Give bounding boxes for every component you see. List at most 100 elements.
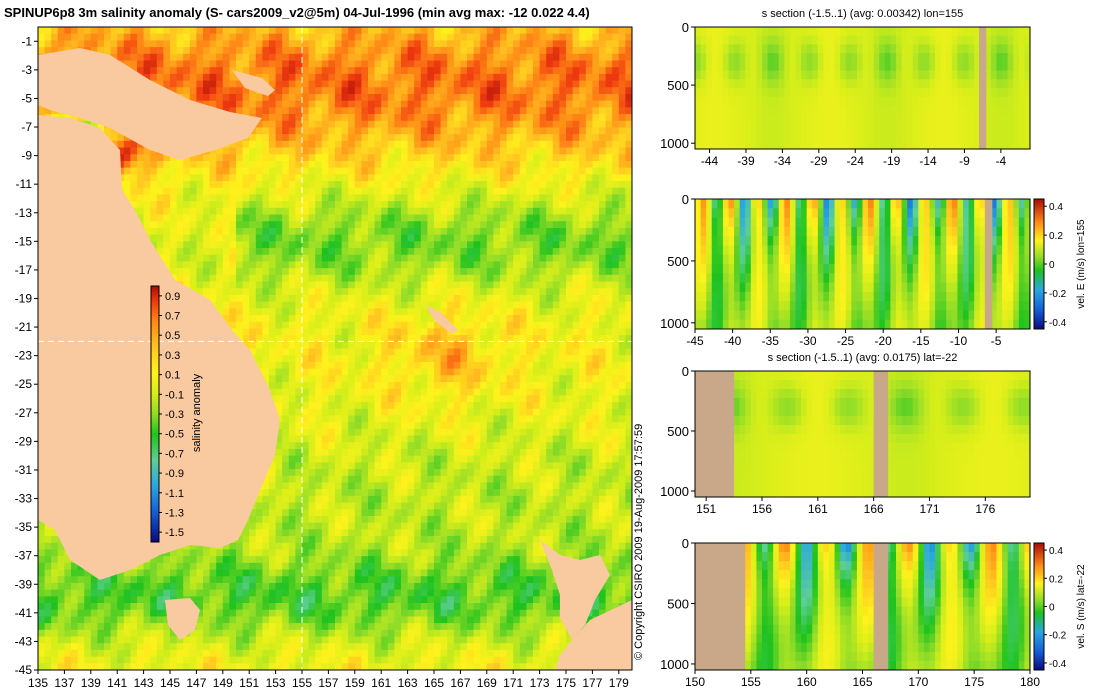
- field-cell: [282, 67, 290, 75]
- field-cell: [216, 100, 224, 108]
- field-cell: [394, 335, 402, 343]
- field-cell: [552, 167, 560, 175]
- field-cell: [321, 201, 329, 209]
- field-cell: [500, 381, 507, 390]
- field-cell: [183, 281, 191, 289]
- field-cell: [592, 375, 600, 383]
- field-cell: [480, 274, 488, 282]
- field-cell: [401, 100, 408, 108]
- field-cell: [288, 375, 296, 383]
- field-cell: [526, 254, 534, 262]
- field-cell: [315, 388, 323, 396]
- field-cell: [203, 194, 210, 202]
- field-cell: [579, 388, 587, 396]
- field-cell: [341, 181, 349, 189]
- field-cell: [216, 187, 224, 195]
- field-cell: [368, 100, 375, 108]
- field-cell: [156, 53, 164, 61]
- field-cell: [546, 214, 554, 222]
- field-cell: [473, 80, 481, 88]
- field-cell: [618, 174, 626, 182]
- field-cell: [249, 308, 257, 316]
- field-cell: [269, 127, 276, 135]
- field-cell: [493, 47, 501, 55]
- field-cell: [387, 227, 395, 236]
- field-cell: [585, 281, 593, 289]
- field-cell: [539, 254, 547, 262]
- field-cell: [625, 355, 633, 363]
- field-cell: [513, 27, 521, 35]
- field-cell: [453, 67, 461, 75]
- field-cell: [335, 60, 342, 68]
- field-cell: [592, 328, 600, 336]
- field-cell: [368, 73, 375, 81]
- field-cell: [249, 268, 257, 276]
- field-cell: [427, 361, 435, 369]
- field-cell: [473, 234, 481, 242]
- field-cell: [414, 87, 422, 95]
- field-cell: [335, 93, 342, 102]
- field-cell: [275, 207, 283, 215]
- field-cell: [269, 381, 276, 390]
- field-cell: [480, 187, 488, 195]
- field-cell: [605, 134, 613, 142]
- field-cell: [605, 187, 613, 195]
- field-cell: [302, 114, 309, 122]
- field-cell: [242, 274, 250, 282]
- field-cell: [275, 120, 283, 128]
- field-cell: [401, 93, 408, 102]
- field-cell: [222, 254, 230, 262]
- field-cell: [381, 254, 389, 262]
- field-cell: [275, 341, 283, 349]
- field-cell: [335, 114, 342, 122]
- field-cell: [255, 60, 263, 68]
- field-cell: [348, 33, 356, 41]
- field-cell: [447, 53, 455, 61]
- field-cell: [493, 221, 501, 229]
- field-cell: [453, 40, 461, 48]
- field-cell: [222, 301, 230, 309]
- field-cell: [420, 341, 428, 349]
- field-cell: [480, 301, 488, 309]
- field-cell: [420, 294, 428, 303]
- field-cell: [592, 27, 600, 35]
- field-cell: [552, 100, 560, 108]
- field-cell: [513, 120, 521, 128]
- field-cell: [585, 127, 593, 135]
- field-cell: [156, 27, 164, 35]
- field-cell: [519, 67, 527, 75]
- field-cell: [566, 388, 573, 396]
- field-cell: [506, 281, 514, 289]
- field-cell: [407, 120, 415, 128]
- field-cell: [361, 281, 369, 289]
- field-cell: [552, 388, 560, 396]
- field-cell: [150, 194, 158, 202]
- field-cell: [236, 187, 243, 195]
- field-cell: [401, 27, 408, 35]
- field-cell: [275, 227, 283, 236]
- field-cell: [434, 181, 441, 189]
- field-cell: [137, 33, 144, 41]
- field-cell: [315, 375, 323, 383]
- field-cell: [605, 60, 613, 68]
- field-cell: [618, 187, 626, 195]
- field-cell: [354, 33, 362, 41]
- field-cell: [585, 241, 593, 249]
- field-cell: [255, 214, 263, 222]
- field-cell: [526, 361, 534, 369]
- field-cell: [440, 53, 448, 61]
- field-cell: [592, 288, 600, 296]
- field-cell: [552, 134, 560, 142]
- field-cell: [599, 33, 606, 41]
- field-cell: [176, 174, 184, 182]
- field-cell: [434, 288, 441, 296]
- field-cell: [533, 167, 540, 175]
- field-cell: [572, 227, 580, 236]
- field-cell: [559, 107, 567, 115]
- field-cell: [321, 268, 329, 276]
- field-cell: [255, 335, 263, 343]
- field-cell: [539, 261, 547, 269]
- field-cell: [427, 87, 435, 95]
- field-cell: [526, 67, 534, 75]
- field-cell: [579, 335, 587, 343]
